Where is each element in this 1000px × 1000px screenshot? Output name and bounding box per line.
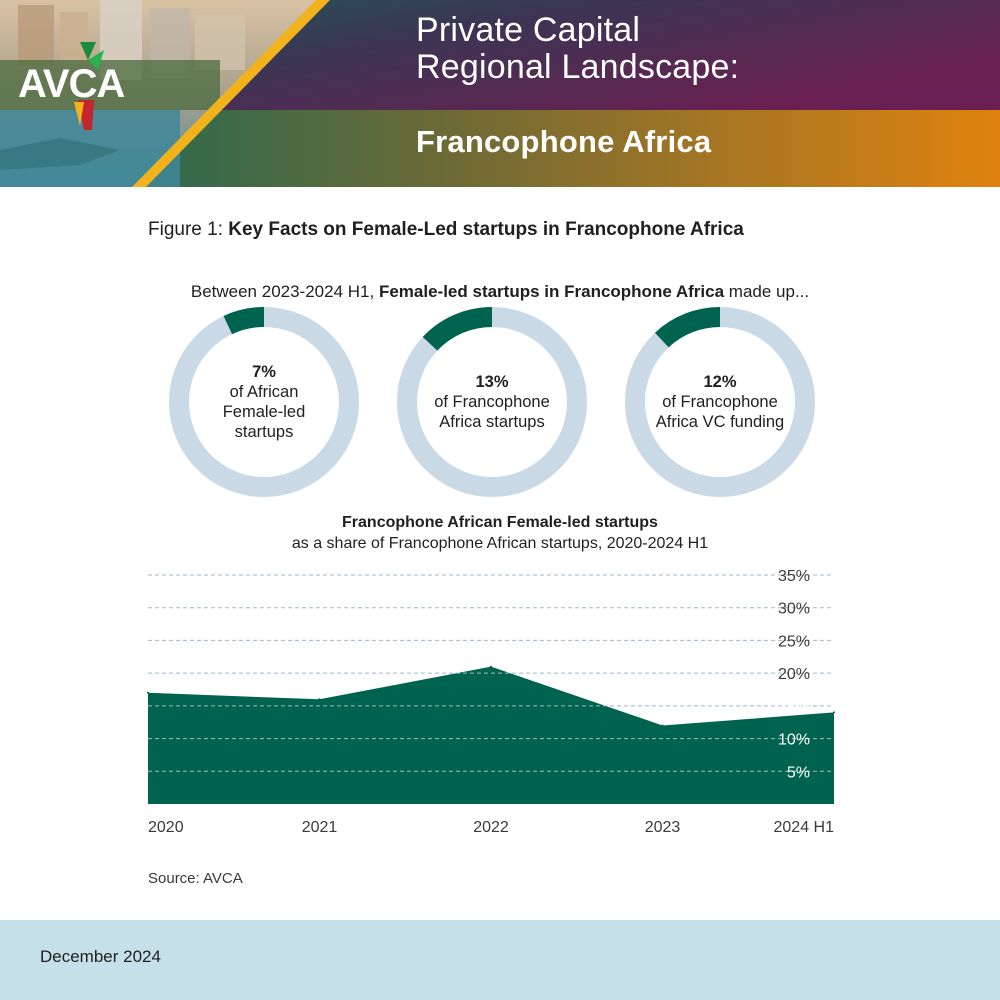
chart-xtick-layer: 2020 2021 2022 2023 2024 H1 <box>148 819 834 836</box>
footer-bar: December 2024 <box>0 920 1000 1000</box>
y-tick-label: 30% <box>778 601 810 618</box>
donut-percent: 12% <box>703 373 737 391</box>
source-note: Source: AVCA <box>148 870 243 887</box>
donut-value-arc <box>422 307 493 351</box>
data-point <box>833 711 835 714</box>
area-chart: 5%10%15%20%25%30%35% 2020 2021 2022 2023 202… <box>147 568 835 836</box>
donut-ring-3 <box>625 307 815 497</box>
donut-ring-2 <box>397 307 587 497</box>
page-title: Private Capital Regional Landscape: <box>416 12 739 86</box>
header-banner: AVCA Private Capital Regional Landscape:… <box>0 0 1000 187</box>
data-point <box>661 724 664 727</box>
page-subtitle: Francophone Africa <box>416 124 712 159</box>
figure-caption-prefix: Figure 1: <box>148 219 229 240</box>
header-background <box>0 0 1000 187</box>
donut-label-line1: of Francophone <box>434 393 550 411</box>
intro-text: Between 2023-2024 H1, Female-led startup… <box>0 282 1000 302</box>
chart-grid-layer <box>148 574 834 772</box>
donut-label-line2: Female-led <box>222 403 306 421</box>
donut-value-arc <box>654 307 721 348</box>
chart-area-layer <box>147 665 835 804</box>
y-tick-label: 35% <box>778 568 810 585</box>
footer-date: December 2024 <box>40 947 161 966</box>
x-tick-label: 2020 <box>148 819 184 836</box>
donut-francophone-startups: 13% of Francophone Africa startups <box>396 306 588 498</box>
x-tick-label: 2022 <box>473 819 509 836</box>
chart-ytick-layer: 5% 10% 15% 20% 25% 30% 35% <box>778 568 810 781</box>
title-line-1: Private Capital <box>416 11 641 49</box>
donut-label-line1: of Francophone <box>662 393 778 411</box>
figure-caption: Figure 1: Key Facts on Female-Led startu… <box>148 219 744 241</box>
donut-african-female-led: 7% of African Female-led startups <box>168 306 360 498</box>
intro-prefix: Between 2023-2024 H1, <box>190 282 379 301</box>
chart-subtitle: as a share of Francophone African startu… <box>291 535 709 552</box>
data-point <box>147 691 149 694</box>
avca-logo: AVCA <box>18 40 158 130</box>
title-line-2: Regional Landscape: <box>416 48 740 86</box>
data-point <box>318 698 321 701</box>
intro-suffix: made up... <box>724 282 810 301</box>
y-tick-label: 25% <box>778 633 810 650</box>
y-tick-label: 20% <box>778 666 810 683</box>
donut-value-arc <box>223 307 265 335</box>
x-tick-label: 2023 <box>645 819 681 836</box>
figure-caption-title: Key Facts on Female-Led startups in Fran… <box>228 219 744 240</box>
donut-label-line2: Africa VC funding <box>655 413 785 431</box>
donut-francophone-vc-funding: 12% of Francophone Africa VC funding <box>624 306 816 498</box>
y-tick-label: 15% <box>778 699 810 716</box>
x-tick-label: 2021 <box>302 819 338 836</box>
y-tick-label: 5% <box>787 764 810 781</box>
logo-wordmark: AVCA <box>18 62 125 106</box>
donut-ring-1 <box>169 307 359 497</box>
intro-bold: Female-led startups in Francophone Afric… <box>378 282 725 301</box>
area-series <box>148 666 834 804</box>
donut-percent: 7% <box>252 363 276 381</box>
chart-title: Francophone African Female-led startups <box>342 514 658 531</box>
data-point <box>490 665 492 668</box>
donut-percent: 13% <box>475 373 509 391</box>
donut-label-line2: Africa startups <box>439 413 545 431</box>
x-tick-label: 2024 H1 <box>774 819 835 836</box>
donut-label-line3: startups <box>234 423 294 441</box>
donut-label-line1: of African <box>229 383 299 401</box>
y-tick-label: 10% <box>778 732 810 749</box>
